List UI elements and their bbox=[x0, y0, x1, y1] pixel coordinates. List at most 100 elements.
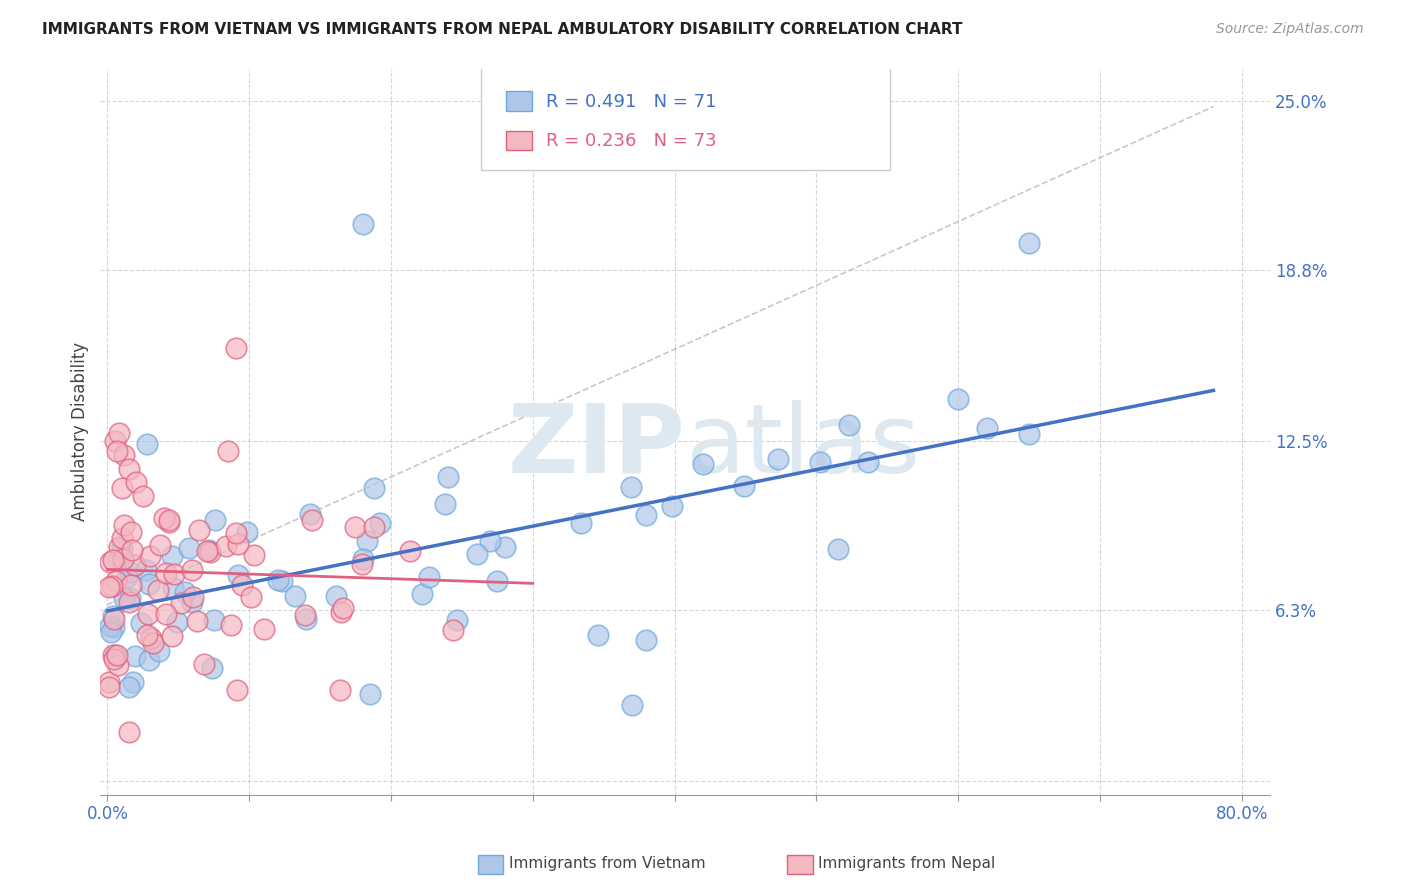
Point bbox=[325, 589, 347, 603]
Point bbox=[111, 531, 134, 545]
Point bbox=[294, 607, 316, 622]
Point bbox=[186, 615, 208, 629]
Point bbox=[124, 558, 146, 573]
Point bbox=[586, 628, 609, 642]
Point bbox=[808, 455, 831, 469]
Point bbox=[226, 683, 249, 698]
Point bbox=[350, 557, 373, 571]
Point bbox=[363, 481, 385, 495]
Point bbox=[97, 674, 120, 689]
Point bbox=[294, 612, 316, 626]
Point bbox=[160, 628, 183, 642]
Point bbox=[155, 607, 177, 622]
Point bbox=[201, 661, 224, 675]
Text: Source: ZipAtlas.com: Source: ZipAtlas.com bbox=[1216, 22, 1364, 37]
Point bbox=[411, 587, 433, 601]
Point bbox=[267, 573, 290, 587]
Point bbox=[162, 581, 184, 595]
Point bbox=[202, 613, 225, 627]
Point bbox=[620, 480, 643, 494]
Point bbox=[226, 568, 249, 582]
Point bbox=[299, 507, 322, 521]
Point bbox=[621, 698, 644, 713]
Point bbox=[149, 538, 172, 552]
Point bbox=[181, 590, 204, 604]
Point bbox=[101, 552, 124, 566]
Point bbox=[146, 583, 169, 598]
Point bbox=[142, 636, 165, 650]
Point bbox=[398, 544, 420, 558]
Text: Immigrants from Nepal: Immigrants from Nepal bbox=[818, 856, 995, 871]
Point bbox=[125, 475, 148, 490]
Point bbox=[180, 595, 202, 609]
Point bbox=[103, 612, 125, 626]
Point bbox=[437, 470, 460, 484]
Point bbox=[120, 565, 142, 579]
Point bbox=[160, 549, 183, 563]
Point bbox=[253, 622, 276, 636]
Point bbox=[692, 458, 714, 472]
Point bbox=[135, 563, 157, 577]
Point bbox=[101, 648, 124, 662]
Point bbox=[284, 589, 307, 603]
Point bbox=[343, 519, 366, 533]
Point bbox=[486, 574, 509, 588]
Point bbox=[332, 601, 354, 615]
Point bbox=[108, 551, 131, 566]
Point bbox=[418, 569, 440, 583]
Point bbox=[139, 631, 162, 645]
Point bbox=[225, 341, 247, 355]
Point bbox=[441, 623, 464, 637]
Point bbox=[198, 543, 221, 558]
Point bbox=[330, 605, 353, 619]
Point bbox=[101, 579, 124, 593]
Text: atlas: atlas bbox=[685, 400, 921, 492]
Point bbox=[636, 632, 658, 647]
Point bbox=[98, 556, 121, 570]
Point bbox=[569, 516, 592, 531]
Point bbox=[103, 620, 125, 634]
Point bbox=[352, 552, 374, 566]
Point bbox=[124, 648, 146, 663]
Point bbox=[733, 479, 755, 493]
Point bbox=[104, 574, 127, 588]
Point bbox=[105, 648, 128, 662]
Point bbox=[157, 513, 180, 527]
Point bbox=[226, 537, 249, 551]
Point bbox=[111, 541, 134, 555]
Point bbox=[131, 615, 153, 630]
Point bbox=[217, 444, 239, 458]
Point bbox=[135, 437, 157, 451]
Point bbox=[114, 448, 136, 462]
Point bbox=[219, 618, 242, 632]
Point bbox=[115, 570, 138, 584]
Point bbox=[174, 584, 197, 599]
Point bbox=[188, 524, 211, 538]
Point bbox=[204, 513, 226, 527]
Point bbox=[494, 540, 516, 554]
Point bbox=[103, 434, 125, 449]
Text: IMMIGRANTS FROM VIETNAM VS IMMIGRANTS FROM NEPAL AMBULATORY DISABILITY CORRELATI: IMMIGRANTS FROM VIETNAM VS IMMIGRANTS FR… bbox=[42, 22, 963, 37]
FancyBboxPatch shape bbox=[506, 92, 531, 111]
Point bbox=[243, 549, 266, 563]
Point bbox=[271, 574, 294, 588]
Point bbox=[329, 682, 352, 697]
Point bbox=[103, 652, 125, 666]
Point bbox=[215, 539, 238, 553]
FancyBboxPatch shape bbox=[506, 131, 531, 150]
Point bbox=[948, 392, 970, 406]
Point bbox=[112, 517, 135, 532]
Point bbox=[1018, 427, 1040, 442]
Point bbox=[138, 577, 160, 591]
Point bbox=[121, 542, 143, 557]
Point bbox=[301, 513, 323, 527]
Point bbox=[118, 725, 141, 739]
Point bbox=[240, 591, 263, 605]
Point bbox=[108, 540, 131, 554]
Point bbox=[766, 451, 789, 466]
Point bbox=[478, 533, 501, 548]
Point bbox=[661, 499, 683, 513]
Point bbox=[148, 644, 170, 658]
Point bbox=[1018, 235, 1040, 250]
Point bbox=[356, 534, 378, 549]
